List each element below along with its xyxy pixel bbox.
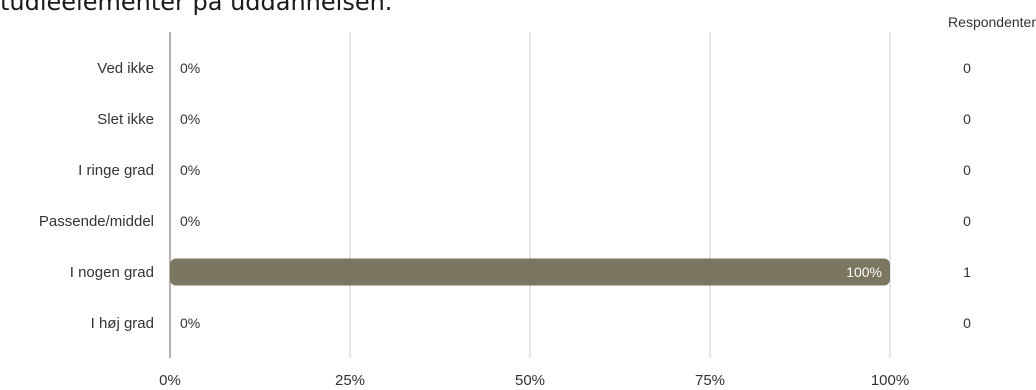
bars [170, 258, 890, 286]
category-label: Passende/middel [39, 213, 154, 230]
x-tick-label: 100% [871, 372, 909, 389]
respondent-count: 0 [963, 162, 971, 178]
x-tick-label: 0% [159, 372, 181, 389]
respondents-header: Respondenter [948, 14, 1036, 30]
value-label: 100% [846, 264, 882, 280]
x-tick-label: 75% [695, 372, 725, 389]
respondent-count: 0 [963, 60, 971, 76]
value-label: 0% [180, 60, 200, 76]
value-label: 0% [180, 111, 200, 127]
category-label: Slet ikke [97, 111, 154, 128]
respondent-count: 0 [963, 315, 971, 331]
gridlines [169, 32, 891, 358]
category-label: Ved ikke [97, 60, 154, 77]
x-tick-label: 25% [335, 372, 365, 389]
category-label: I høj grad [91, 315, 154, 332]
value-label: 0% [180, 315, 200, 331]
respondent-count: 0 [963, 111, 971, 127]
category-label: I nogen grad [70, 264, 154, 281]
bar [170, 258, 890, 286]
category-label: I ringe grad [78, 162, 154, 179]
x-tick-label: 50% [515, 372, 545, 389]
respondent-count: 0 [963, 213, 971, 229]
value-label: 0% [180, 162, 200, 178]
respondent-count: 1 [963, 264, 971, 280]
value-label: 0% [180, 213, 200, 229]
chart-title: tudieelementer på uddannelsen. [0, 0, 392, 16]
